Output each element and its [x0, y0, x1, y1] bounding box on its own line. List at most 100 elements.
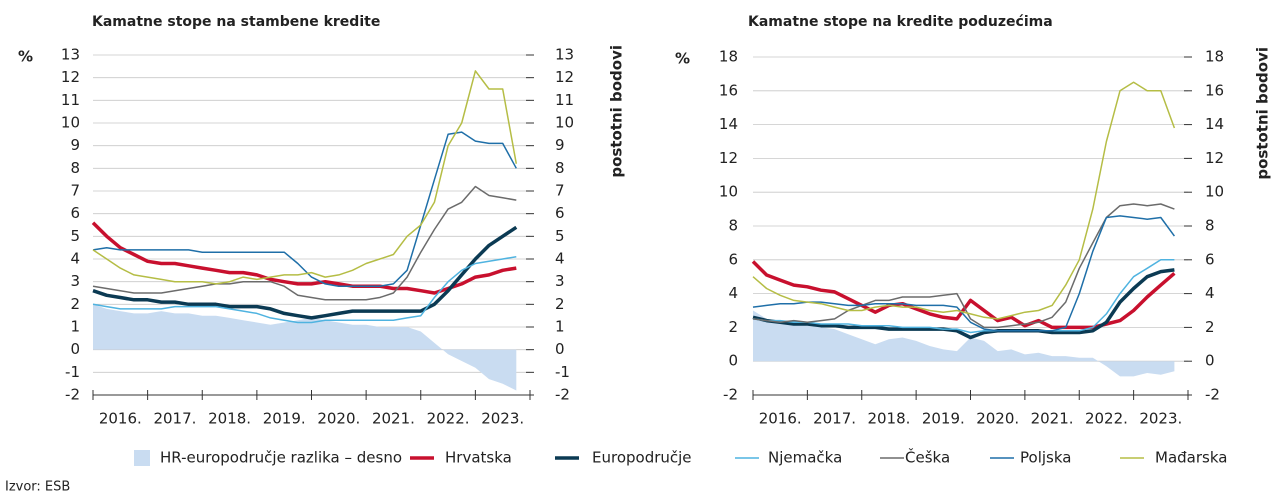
y-tick-label: 16	[719, 81, 738, 99]
y2-tick-label: 1	[555, 318, 565, 336]
x-tick-label: 2021.	[372, 410, 415, 428]
legend-swatch	[134, 450, 150, 466]
x-tick-label: 2022.	[427, 410, 470, 428]
y2-axis-label: postotni bodovi	[608, 45, 626, 178]
y-tick-label: 10	[61, 114, 80, 132]
y-tick-label: 4	[728, 284, 738, 302]
line	[92, 255, 517, 324]
legend-label: HR-europodručje razlika – desno	[160, 449, 402, 467]
area	[93, 304, 517, 391]
y-tick-label: 6	[728, 250, 738, 268]
y2-tick-label: 6	[1205, 250, 1215, 268]
x-tick-label: 2020.	[976, 410, 1019, 428]
y2-tick-label: 16	[1205, 81, 1224, 99]
y-tick-label: 8	[70, 159, 80, 177]
y-tick-label: 3	[70, 272, 80, 290]
y2-tick-label: 12	[1205, 149, 1224, 167]
x-tick-label: 2020.	[317, 410, 360, 428]
y-tick-label: 1	[70, 318, 80, 336]
y-tick-label: 2	[728, 318, 738, 336]
x-tick-label: 2022.	[1085, 410, 1128, 428]
legend-label: Hrvatska	[445, 449, 512, 467]
y-axis-unit: %	[18, 48, 33, 66]
x-tick-label: 2019.	[263, 410, 306, 428]
y-axis-unit: %	[675, 50, 690, 68]
line	[92, 70, 518, 285]
y2-tick-label: 12	[555, 68, 574, 86]
x-tick-label: 2017.	[813, 410, 856, 428]
x-tick-label: 2021.	[1031, 410, 1074, 428]
chart-title: Kamatne stope na kredite poduzećima	[748, 14, 1053, 30]
y-tick-label: 2	[70, 295, 80, 313]
y2-tick-label: 18	[1205, 48, 1224, 66]
chart-title: Kamatne stope na stambene kredite	[92, 14, 380, 30]
y2-axis-label: postotni bodovi	[1254, 47, 1272, 180]
x-tick-label: 2019.	[922, 410, 965, 428]
y-tick-label: 13	[61, 46, 80, 64]
y2-tick-label: -2	[1205, 386, 1220, 404]
x-tick-label: 2023.	[1139, 410, 1182, 428]
line	[752, 215, 1176, 332]
y-tick-label: 0	[70, 340, 80, 358]
y-tick-label: 12	[719, 149, 738, 167]
y-tick-label: 11	[61, 91, 80, 109]
y2-tick-label: 0	[555, 340, 565, 358]
legend-label: Mađarska	[1155, 449, 1227, 467]
line	[752, 81, 1176, 320]
line	[752, 268, 1175, 340]
y-tick-label: -2	[65, 386, 80, 404]
y-tick-label: -2	[723, 386, 738, 404]
plot	[91, 70, 518, 391]
y-tick-label: 9	[70, 136, 80, 154]
y-tick-label: 14	[719, 115, 738, 133]
y2-tick-label: 6	[555, 204, 565, 222]
x-tick-label: 2017.	[153, 410, 196, 428]
y2-tick-label: 11	[555, 91, 574, 109]
y-tick-label: 0	[728, 352, 738, 370]
x-tick-label: 2023.	[481, 410, 524, 428]
y-tick-label: 5	[70, 227, 80, 245]
y-tick-label: 6	[70, 204, 80, 222]
line	[92, 131, 517, 287]
line	[92, 185, 517, 301]
y2-tick-label: 3	[555, 272, 565, 290]
y-tick-label: 10	[719, 183, 738, 201]
plot	[751, 81, 1176, 377]
area	[753, 310, 1175, 377]
y-tick-label: 12	[61, 68, 80, 86]
y2-tick-label: 4	[555, 250, 565, 268]
y2-tick-label: 10	[555, 114, 574, 132]
y2-tick-label: 7	[555, 182, 565, 200]
y2-tick-label: 2	[1205, 318, 1215, 336]
y2-tick-label: 9	[555, 136, 565, 154]
legend-label: Europodručje	[592, 449, 692, 467]
legend-label: Poljska	[1020, 449, 1071, 467]
y-tick-label: 8	[728, 217, 738, 235]
y2-tick-label: 10	[1205, 183, 1224, 201]
source: Izvor: ESB	[5, 480, 70, 493]
y2-tick-label: 5	[555, 227, 565, 245]
legend-label: Češka	[905, 448, 950, 467]
y-tick-label: 4	[70, 250, 80, 268]
y2-tick-label: -1	[555, 363, 570, 381]
y2-tick-label: 14	[1205, 115, 1224, 133]
y-tick-label: 7	[70, 182, 80, 200]
y2-tick-label: 0	[1205, 352, 1215, 370]
legend-label: Njemačka	[768, 449, 842, 467]
y2-tick-label: 8	[1205, 217, 1215, 235]
x-tick-label: 2018.	[867, 410, 910, 428]
x-tick-label: 2016.	[759, 410, 802, 428]
y2-tick-label: 4	[1205, 284, 1215, 302]
x-tick-label: 2016.	[99, 410, 142, 428]
y2-tick-label: 2	[555, 295, 565, 313]
y-tick-label: -1	[65, 363, 80, 381]
y2-tick-label: 8	[555, 159, 565, 177]
y-tick-label: 18	[719, 48, 738, 66]
x-tick-label: 2018.	[208, 410, 251, 428]
line	[752, 259, 1175, 334]
y2-tick-label: 13	[555, 46, 574, 64]
line	[92, 225, 518, 320]
line	[91, 221, 517, 295]
y2-tick-label: -2	[555, 386, 570, 404]
